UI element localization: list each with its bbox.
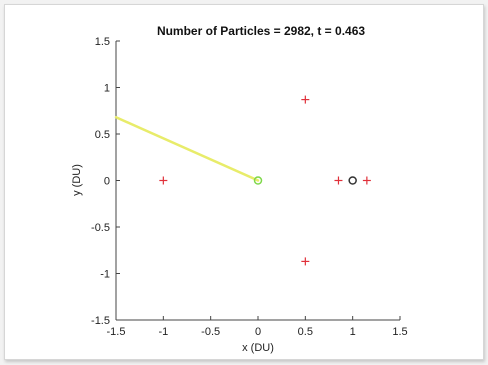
circle-marker <box>348 176 357 185</box>
trajectory-line <box>114 116 260 182</box>
y-tick-label: -1.5 <box>91 315 110 327</box>
x-tick-label: -1 <box>158 326 168 338</box>
y-ticks: -1.5 -1 -0.5 0 0.5 1 1.5 <box>91 36 120 327</box>
y-tick-label: 0 <box>104 176 110 188</box>
y-axis-label: y (DU) <box>71 164 83 196</box>
y-tick-label: 1 <box>104 83 110 95</box>
y-tick-label: 0.5 <box>95 129 110 141</box>
x-tick-label: -0.5 <box>201 326 220 338</box>
plus-marker <box>334 176 343 185</box>
plus-marker <box>159 176 168 185</box>
x-axis-label: x (DU) <box>242 342 274 354</box>
chart-marks <box>114 95 371 266</box>
plus-marker <box>301 95 310 104</box>
x-tick-label: -1.5 <box>107 326 126 338</box>
chart-title: Number of Particles = 2982, t = 0.463 <box>157 24 365 38</box>
y-tick-label: -0.5 <box>91 222 110 234</box>
x-tick-label: 0 <box>255 326 261 338</box>
circle-marker <box>253 176 263 185</box>
y-tick-label: 1.5 <box>95 36 110 48</box>
figure-window: Number of Particles = 2982, t = 0.463 -1… <box>4 4 484 360</box>
y-tick-label: -1 <box>100 269 110 281</box>
x-tick-label: 1 <box>350 326 356 338</box>
x-ticks: -1.5 -1 -0.5 0 0.5 1 1.5 <box>107 316 408 338</box>
x-tick-label: 0.5 <box>298 326 313 338</box>
chart: Number of Particles = 2982, t = 0.463 -1… <box>71 24 408 354</box>
plus-marker <box>301 257 310 266</box>
x-tick-label: 1.5 <box>392 326 407 338</box>
plus-marker <box>362 176 371 185</box>
